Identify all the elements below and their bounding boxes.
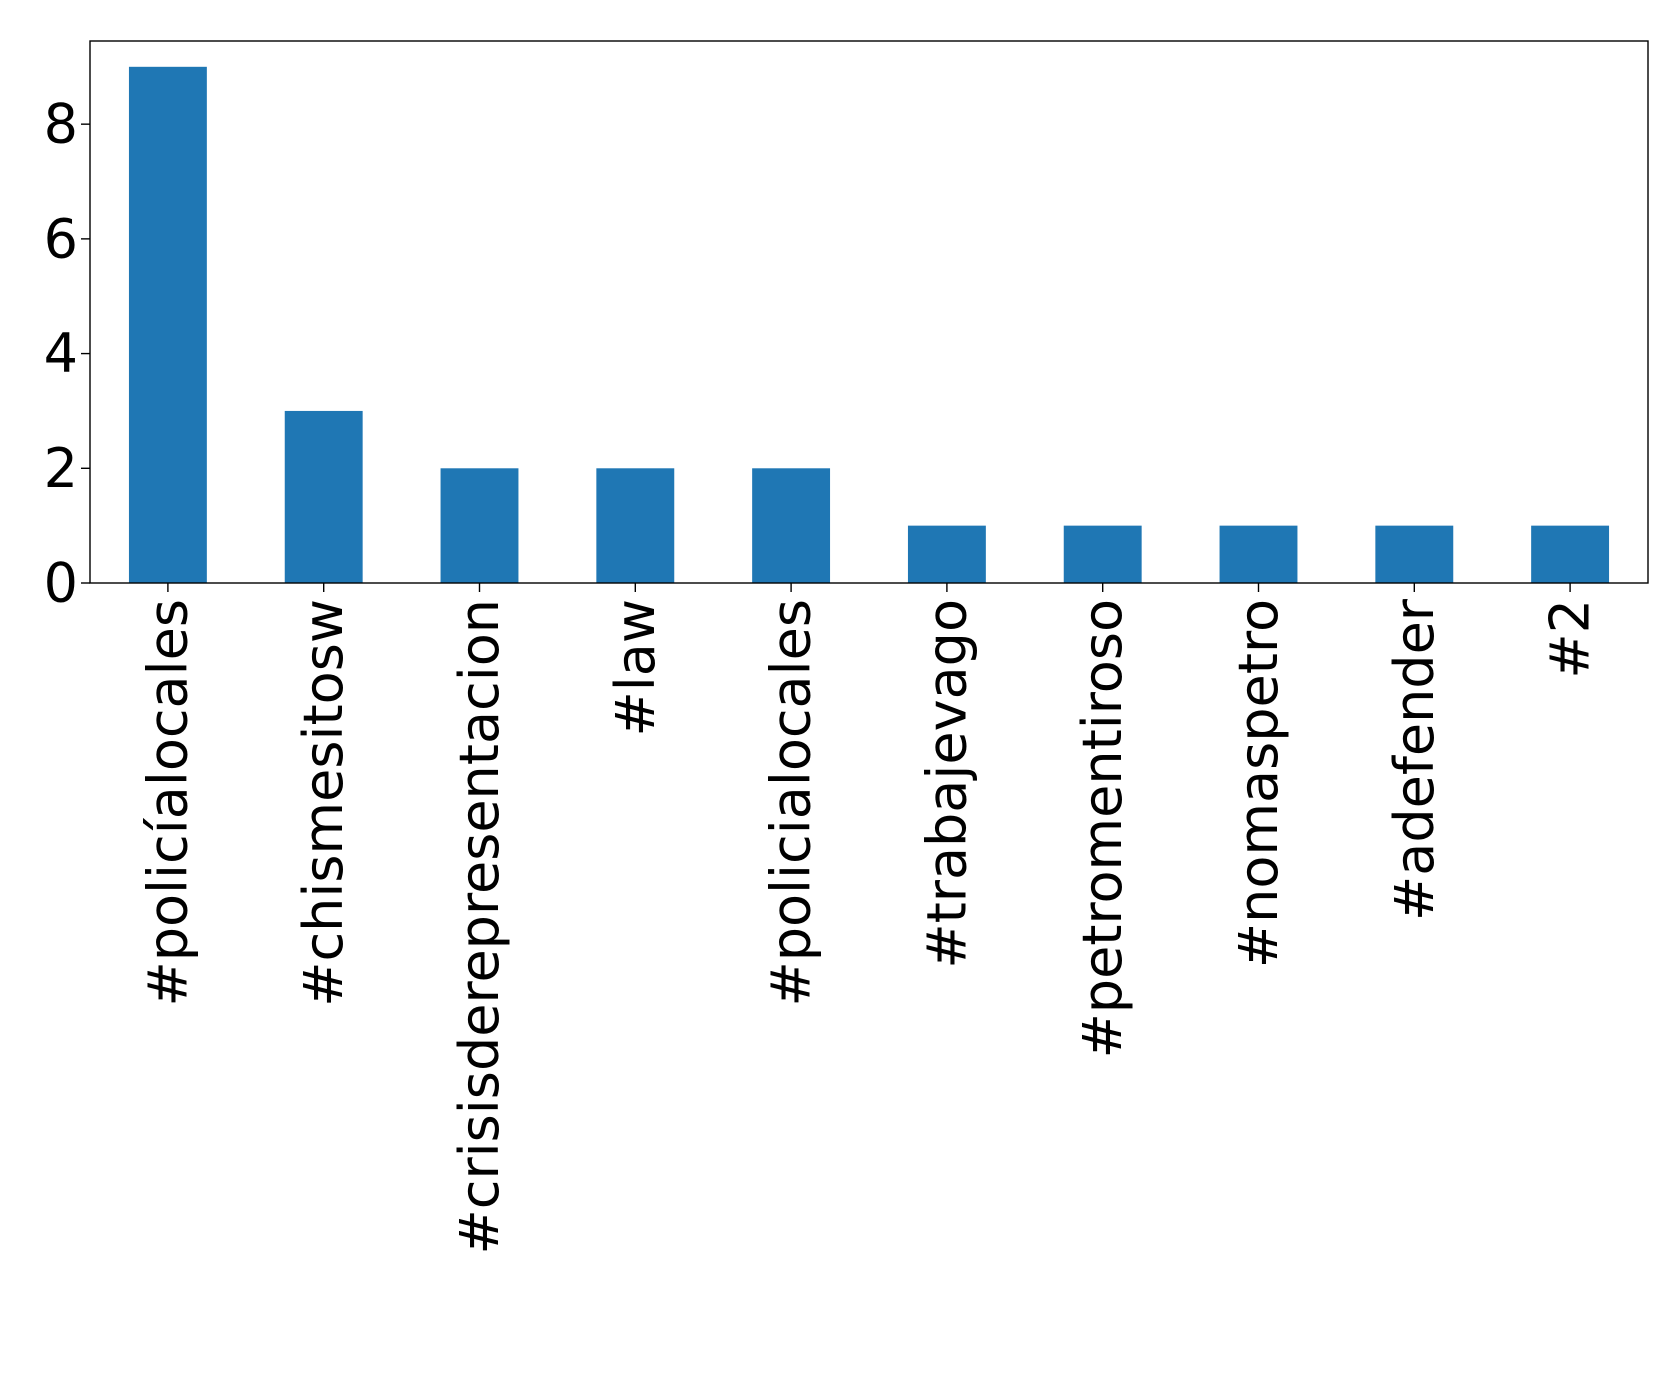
bar-0 (128, 66, 207, 584)
bar-1 (284, 410, 363, 583)
x-tick-label-0: #policíalocales (136, 599, 199, 1007)
bar-7 (1219, 525, 1298, 583)
y-tick-label-0: 0 (44, 552, 78, 615)
y-tick-label-4: 8 (44, 93, 78, 156)
x-tick-label-9: #2 (1539, 599, 1602, 679)
x-axis: #policíalocales #chismesitosw #crisisderep… (136, 583, 1602, 1254)
y-tick-label-3: 6 (44, 207, 78, 270)
x-tick-label-8: #adefender (1383, 598, 1446, 921)
bar-4 (752, 468, 831, 583)
y-axis: 0 2 4 6 8 (44, 93, 90, 615)
y-tick-label-2: 4 (44, 322, 78, 385)
bar-9 (1531, 525, 1610, 583)
y-tick-label-1: 2 (44, 437, 78, 500)
bar-5 (907, 525, 986, 583)
x-tick-label-6: #petromentiroso (1071, 599, 1134, 1058)
bar-3 (596, 468, 675, 583)
bar-8 (1375, 525, 1454, 583)
x-tick-label-3: #law (604, 599, 667, 737)
x-tick-label-7: #nomaspetro (1227, 599, 1290, 968)
x-tick-label-5: #trabajevago (915, 599, 978, 969)
x-tick-label-4: #policialocales (760, 599, 823, 1007)
bars-group (128, 66, 1610, 584)
bar-6 (1063, 525, 1142, 583)
bar-2 (440, 468, 519, 583)
x-tick-label-2: #crisisderepresentacion (448, 599, 511, 1254)
x-tick-label-1: #chismesitosw (292, 599, 355, 1007)
plot-frame (89, 40, 1649, 584)
